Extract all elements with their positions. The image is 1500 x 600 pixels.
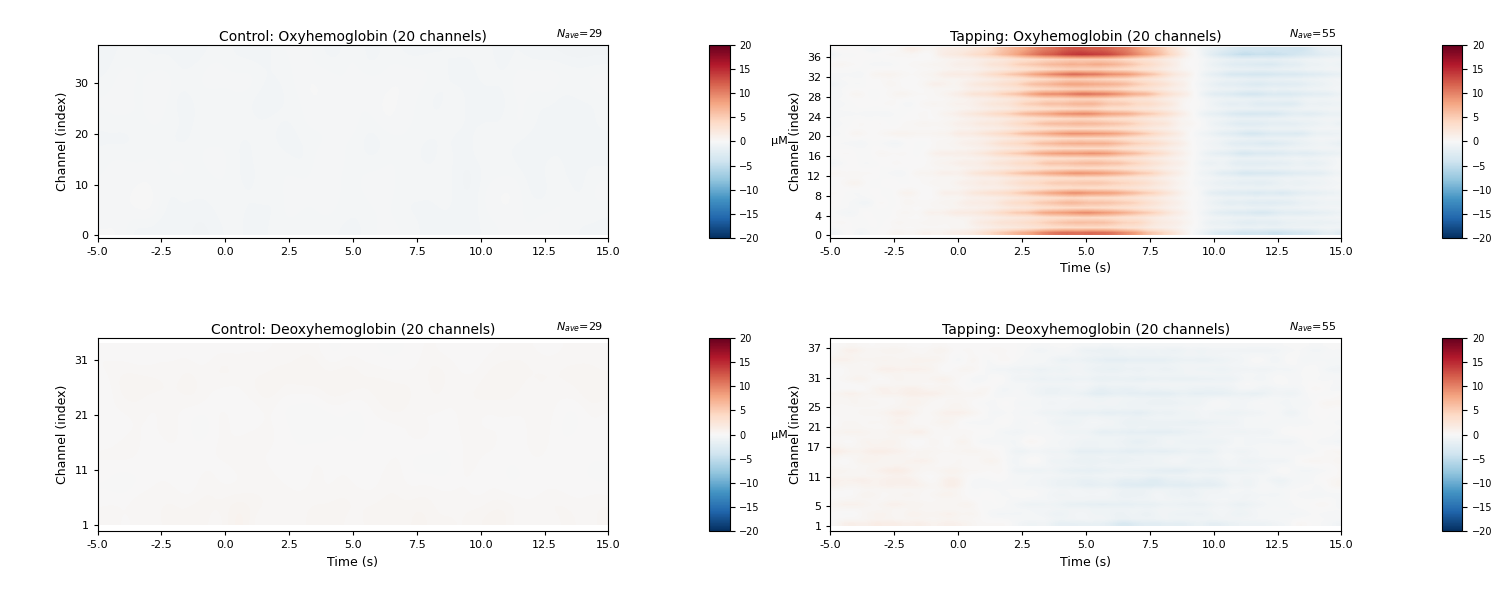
Title: Tapping: Oxyhemoglobin (20 channels): Tapping: Oxyhemoglobin (20 channels) — [950, 30, 1221, 44]
Text: $N_{ave}$=29: $N_{ave}$=29 — [556, 28, 603, 41]
Y-axis label: Channel (index): Channel (index) — [56, 385, 69, 484]
Y-axis label: μM: μM — [771, 136, 788, 146]
Text: $N_{ave}$=55: $N_{ave}$=55 — [1288, 28, 1336, 41]
Y-axis label: Channel (index): Channel (index) — [56, 92, 69, 191]
Title: Control: Deoxyhemoglobin (20 channels): Control: Deoxyhemoglobin (20 channels) — [211, 323, 495, 337]
X-axis label: Time (s): Time (s) — [1060, 556, 1112, 569]
Text: $N_{ave}$=55: $N_{ave}$=55 — [1288, 320, 1336, 334]
Y-axis label: Channel (index): Channel (index) — [789, 385, 801, 484]
Y-axis label: μM: μM — [771, 430, 788, 440]
Title: Control: Oxyhemoglobin (20 channels): Control: Oxyhemoglobin (20 channels) — [219, 30, 488, 44]
Title: Tapping: Deoxyhemoglobin (20 channels): Tapping: Deoxyhemoglobin (20 channels) — [942, 323, 1230, 337]
X-axis label: Time (s): Time (s) — [327, 556, 378, 569]
Text: $N_{ave}$=29: $N_{ave}$=29 — [556, 320, 603, 334]
Y-axis label: Channel (index): Channel (index) — [789, 92, 801, 191]
X-axis label: Time (s): Time (s) — [1060, 262, 1112, 275]
